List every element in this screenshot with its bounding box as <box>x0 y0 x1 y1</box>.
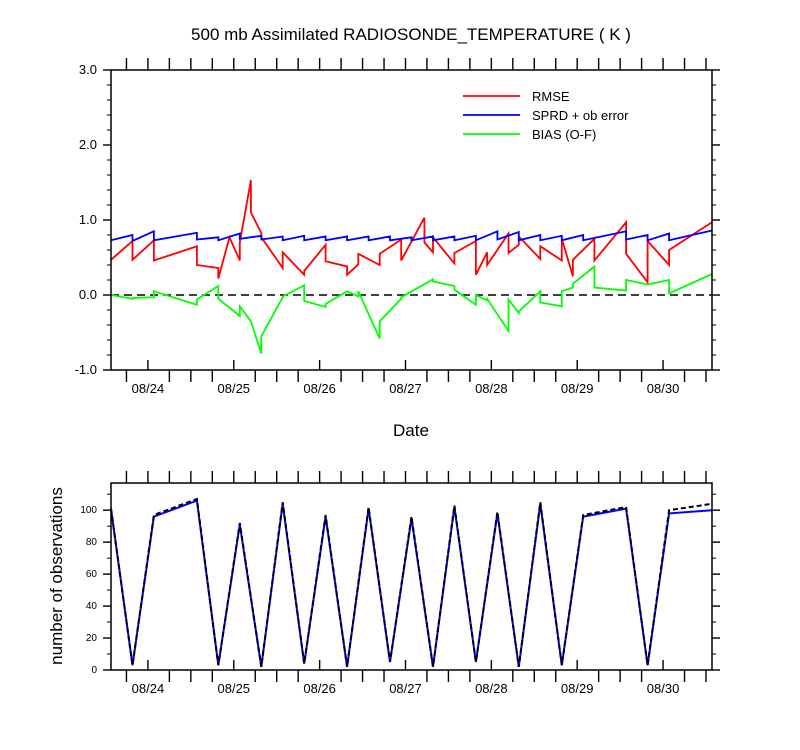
top-chart-panel: 08/24 08/25 08/26 08/27 08/28 08/29 08/30 -1.0 0… <box>75 58 720 396</box>
series-line-observations-dashed <box>110 497 713 667</box>
y-tick-label: -1.0 <box>75 362 97 377</box>
y-tick-label: 80 <box>86 537 98 548</box>
x-tick-label: 08/27 <box>389 681 422 696</box>
y-tick-label: 20 <box>86 633 98 644</box>
x-tick-label: 08/24 <box>132 681 165 696</box>
x-tick-label: 08/29 <box>561 681 594 696</box>
y-tick-label: 40 <box>86 601 98 612</box>
series-line-observations <box>110 499 713 667</box>
x-tick-label: 08/27 <box>389 381 422 396</box>
legend-label: BIAS (O-F) <box>532 127 596 142</box>
legend-label: SPRD + ob error <box>532 108 629 123</box>
x-tick-label: 08/29 <box>561 381 594 396</box>
series-line-bias-o-f <box>110 264 713 354</box>
y-tick-label: 1.0 <box>79 212 97 227</box>
y-tick-label: 60 <box>86 569 98 580</box>
x-tick-label: 08/30 <box>647 681 680 696</box>
x-tick-label: 08/25 <box>218 381 251 396</box>
y-tick-label: 2.0 <box>79 137 97 152</box>
legend-label: RMSE <box>532 89 570 104</box>
plot-frame <box>110 482 713 671</box>
x-tick-label: 08/28 <box>475 681 508 696</box>
y-tick-label: 3.0 <box>79 62 97 77</box>
chart-title: 500 mb Assimilated RADIOSONDE_TEMPERATUR… <box>191 25 631 44</box>
x-axis-title: Date <box>393 421 429 440</box>
y-tick-label: 0 <box>91 665 97 676</box>
y-tick-label: 100 <box>80 505 97 516</box>
x-tick-label: 08/28 <box>475 381 508 396</box>
y-tick-label: 0.0 <box>79 287 97 302</box>
x-tick-label: 08/30 <box>647 381 680 396</box>
x-tick-label: 08/26 <box>303 381 336 396</box>
series-line-rmse <box>110 180 713 285</box>
y-axis-title-observations: number of observations <box>47 487 66 665</box>
x-tick-label: 08/24 <box>132 381 165 396</box>
x-tick-label: 08/26 <box>303 681 336 696</box>
bottom-chart-panel: 08/24 08/25 08/26 08/27 08/28 08/29 08/30 0 20 40… <box>80 471 720 696</box>
series-line-sprd-ob-error <box>110 229 713 243</box>
x-tick-label: 08/25 <box>218 681 251 696</box>
